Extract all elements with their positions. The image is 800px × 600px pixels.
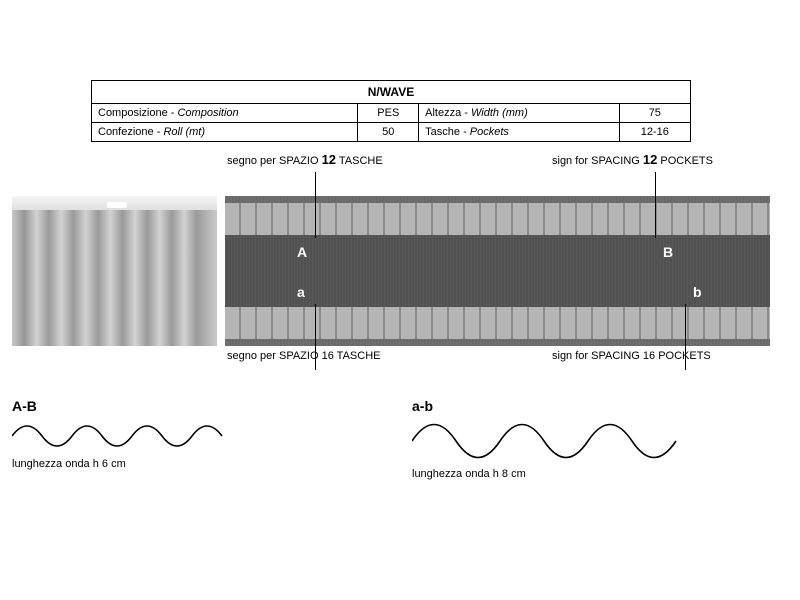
caption-bot-right: sign for SPACING 16 POCKETS (552, 350, 711, 362)
caption-top-right: sign for SPACING 12 POCKETS (552, 152, 713, 167)
cell: 12-16 (619, 123, 690, 142)
table-row: Composizione - Composition PES Altezza -… (92, 104, 691, 123)
table-row: Confezione - Roll (mt) 50 Tasche - Pocke… (92, 123, 691, 142)
image-row: A B a b (12, 196, 770, 346)
wave-right: a-b lunghezza onda h 8 cm (412, 398, 770, 480)
cell: Confezione - Roll (mt) (92, 123, 358, 142)
caption-bot-left: segno per SPAZIO 16 TASCHE (227, 350, 381, 362)
wave-left-caption: lunghezza onda h 6 cm (12, 458, 412, 470)
letter-B: B (663, 244, 673, 260)
caption-top-left: segno per SPAZIO 12 TASCHE (227, 152, 383, 167)
cell: Altezza - Width (mm) (419, 104, 619, 123)
cell: Tasche - Pockets (419, 123, 619, 142)
tape-photo: A B a b (225, 196, 770, 346)
wave-left-svg (12, 416, 232, 456)
cell: 75 (619, 104, 690, 123)
letter-a: a (297, 284, 305, 300)
cell: Composizione - Composition (92, 104, 358, 123)
cell: PES (358, 104, 419, 123)
spec-table: N/WAVE Composizione - Composition PES Al… (91, 80, 691, 142)
letter-A: A (297, 244, 307, 260)
wave-right-svg (412, 416, 692, 466)
letter-b: b (693, 284, 702, 300)
marker-A (315, 172, 316, 238)
marker-B (655, 172, 656, 238)
wave-left-title: A-B (12, 398, 412, 414)
wave-right-caption: lunghezza onda h 8 cm (412, 468, 770, 480)
cell: 50 (358, 123, 419, 142)
curtain-photo (12, 196, 217, 346)
wave-left: A-B lunghezza onda h 6 cm (12, 398, 412, 480)
wave-right-title: a-b (412, 398, 770, 414)
table-title: N/WAVE (92, 81, 691, 104)
